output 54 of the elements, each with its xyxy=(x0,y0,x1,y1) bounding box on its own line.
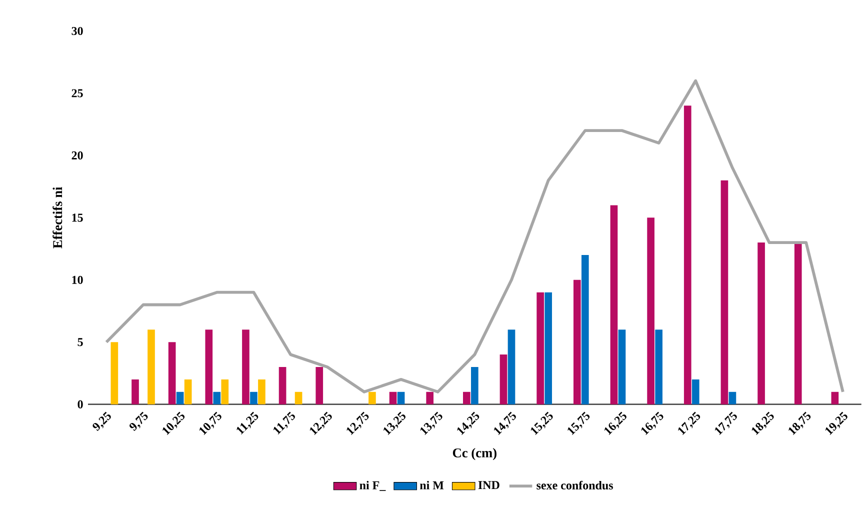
legend-label: IND xyxy=(478,481,500,490)
bar xyxy=(720,180,728,404)
bar xyxy=(110,342,118,404)
bar xyxy=(397,392,405,404)
y-tick-label: 5 xyxy=(78,338,83,346)
bar xyxy=(184,379,192,404)
bar xyxy=(758,242,765,404)
bar xyxy=(692,379,700,404)
bar xyxy=(221,379,229,404)
bar xyxy=(684,106,692,404)
bar xyxy=(618,330,626,404)
legend-label: ni F_ xyxy=(360,480,386,491)
bar xyxy=(205,330,213,404)
y-tick-label: 0 xyxy=(78,400,83,408)
bar xyxy=(573,280,581,404)
bar xyxy=(148,330,155,404)
legend-label: ni M xyxy=(420,480,444,490)
bar xyxy=(831,392,839,404)
bar xyxy=(316,367,324,404)
bar xyxy=(536,292,544,404)
x-tick-label: 9,75 xyxy=(130,412,148,431)
x-tick-label: 9,25 xyxy=(92,412,111,431)
x-axis-title: Cc (cm) xyxy=(452,448,496,460)
bar xyxy=(508,330,516,404)
y-tick-label: 15 xyxy=(72,214,83,222)
bar xyxy=(294,392,302,404)
y-tick-label: 25 xyxy=(72,89,83,98)
bar xyxy=(176,392,184,404)
bar xyxy=(132,379,139,404)
bar xyxy=(544,292,552,404)
bar xyxy=(647,218,654,404)
y-tick-label: 10 xyxy=(72,276,83,284)
line-series xyxy=(104,79,844,394)
bar xyxy=(610,205,618,404)
bar xyxy=(581,255,589,404)
legend-label: sexe confondus xyxy=(536,480,613,490)
bar xyxy=(463,392,470,404)
bar xyxy=(368,392,376,404)
bar xyxy=(213,392,221,404)
bar xyxy=(250,392,258,404)
bar xyxy=(794,242,802,404)
bar xyxy=(471,367,478,404)
y-tick-label: 20 xyxy=(72,151,83,160)
bar xyxy=(168,342,176,404)
bar xyxy=(389,392,397,404)
bar xyxy=(655,330,662,404)
y-axis-title: Effectifs ni xyxy=(52,186,62,248)
y-tick-label: 30 xyxy=(72,26,83,36)
bar xyxy=(728,392,736,404)
bar xyxy=(278,367,286,404)
bar xyxy=(242,330,250,404)
bar xyxy=(500,354,508,404)
bar xyxy=(258,379,266,404)
bar xyxy=(426,392,434,404)
